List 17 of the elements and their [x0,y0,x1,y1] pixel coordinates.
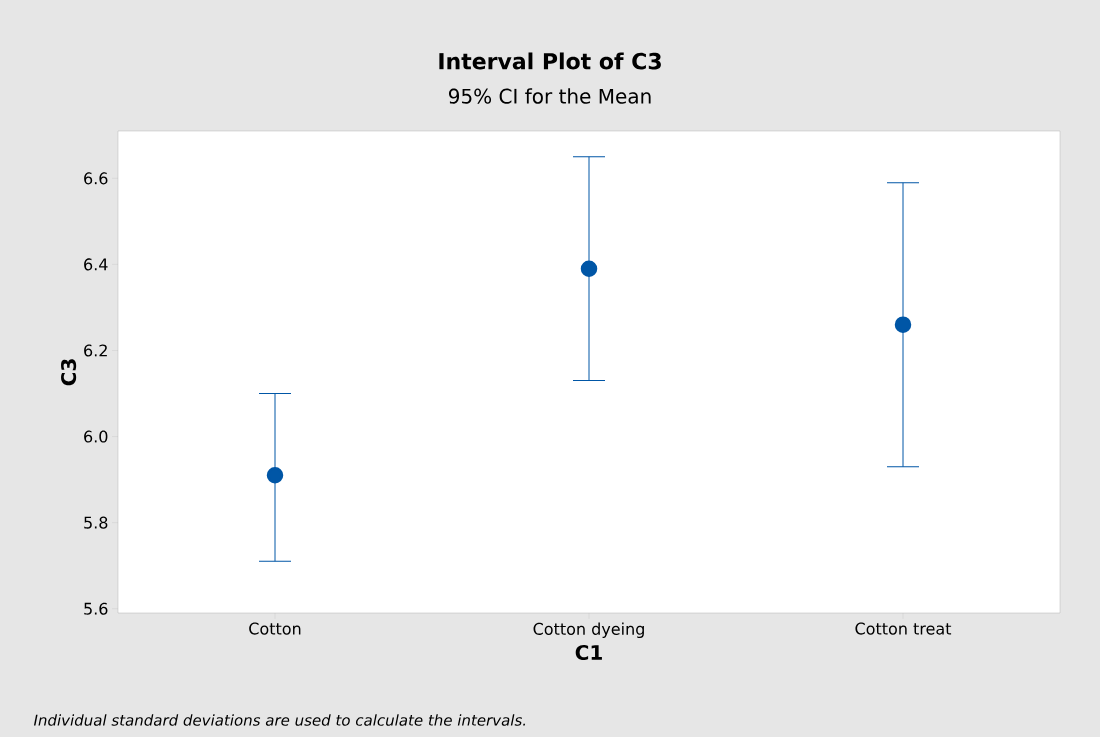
y-axis-title: C3 [61,359,77,386]
point [580,260,598,277]
chart-subtitle: 95% CI for the Mean [448,88,651,104]
y-tick-label: 5.8 [84,516,108,529]
point [894,316,912,333]
chart-title: Interval Plot of C3 [439,52,661,70]
x-tick-label: Cotton dyeing [533,622,644,639]
y-tick-label: 6.2 [84,344,107,357]
y-tick-label: 6.4 [84,258,108,271]
point [266,467,284,484]
y-tick-label: 6.0 [84,430,108,443]
x-tick-label: Cotton treat [855,622,952,635]
y-tick-label: 6.6 [84,172,108,185]
x-axis-title: C1 [575,644,602,661]
x-tick-label: Cotton [249,622,301,635]
text: Individual standard deviations are used to calculate the intervals. [33,714,526,726]
y-tick-label: 5.6 [84,602,108,615]
